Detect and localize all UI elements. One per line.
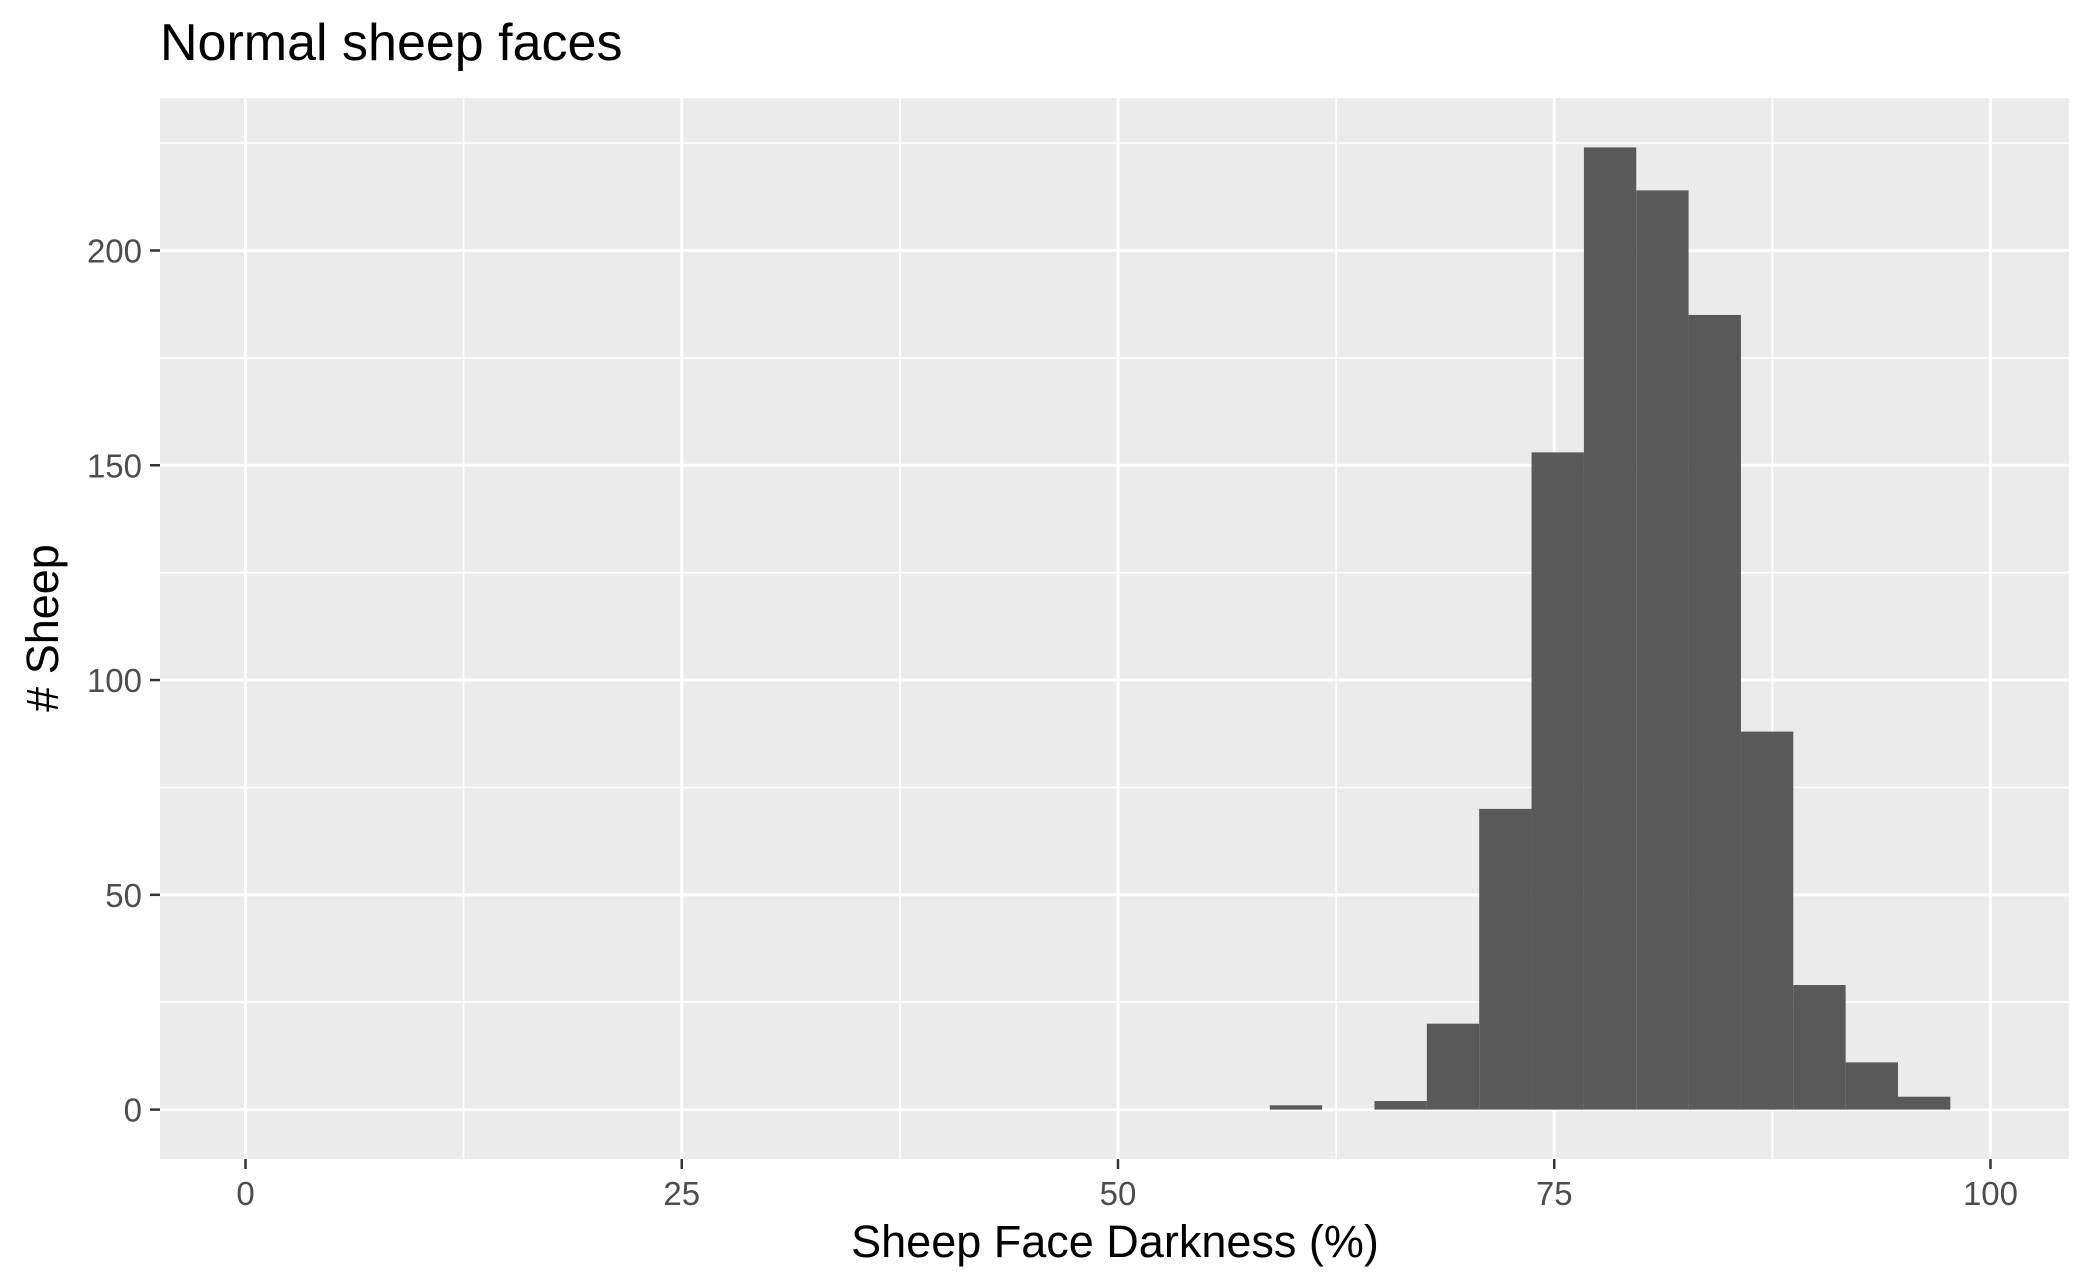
x-tick-label: 100 [1963, 1175, 2018, 1212]
y-tick-label: 0 [124, 1092, 142, 1129]
y-axis-title: # Sheep [17, 544, 68, 712]
x-tick-label: 25 [663, 1175, 700, 1212]
major-gridlines [160, 98, 2069, 1159]
histogram-bar [1688, 314, 1741, 1110]
histogram-bar [1479, 808, 1532, 1110]
chart-title: Normal sheep faces [160, 14, 622, 72]
x-axis-title: Sheep Face Darkness (%) [851, 1216, 1379, 1267]
histogram-bar [1583, 147, 1637, 1110]
histogram-bar [1793, 985, 1846, 1110]
x-axis: 0 25 50 75 100 [236, 1159, 2018, 1212]
histogram-bars [1269, 147, 1951, 1110]
histogram-bar [1845, 1062, 1898, 1110]
y-tick-label: 200 [87, 232, 142, 269]
histogram-bar [1269, 1105, 1323, 1110]
x-tick-label: 50 [1100, 1175, 1137, 1212]
histogram-bar [1897, 1096, 1951, 1110]
y-tick-label: 50 [105, 877, 142, 914]
y-tick-label: 150 [87, 447, 142, 484]
histogram-bar [1531, 452, 1584, 1110]
x-tick-label: 75 [1536, 1175, 1573, 1212]
y-tick-label: 100 [87, 662, 142, 699]
y-axis: 0 50 100 150 200 [87, 232, 160, 1129]
x-tick-label: 0 [236, 1175, 254, 1212]
histogram-bar [1374, 1101, 1427, 1110]
histogram-bar [1636, 190, 1689, 1110]
histogram-bar [1740, 731, 1794, 1110]
histogram-bar [1426, 1023, 1480, 1110]
